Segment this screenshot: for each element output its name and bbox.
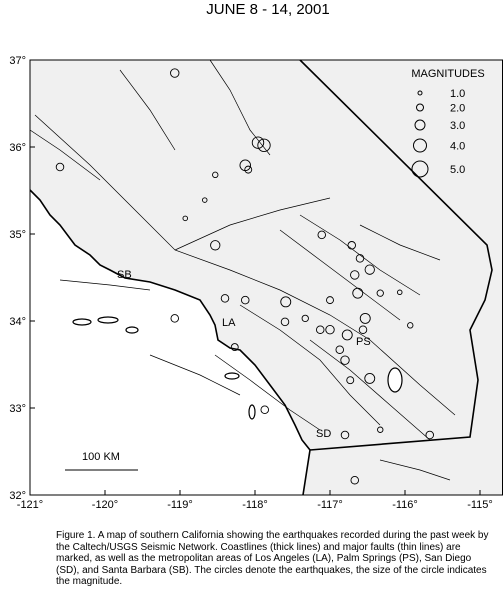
earthquake: [347, 241, 357, 250]
land: [30, 60, 502, 495]
earthquake: [260, 405, 270, 414]
earthquake: [170, 314, 179, 323]
x-tick-label: -119°: [167, 499, 193, 511]
earthquake: [340, 430, 350, 440]
x-tick-label: -117°: [317, 499, 343, 511]
earthquake: [425, 430, 435, 440]
x-tick-label: -116°: [392, 499, 418, 511]
earthquake: [55, 162, 65, 172]
city-label: SB: [117, 269, 132, 281]
earthquake: [350, 475, 360, 485]
faults: [29, 59, 456, 481]
y-tick-label: 35°: [9, 229, 26, 241]
x-tick-label: -115°: [467, 499, 493, 511]
legend-label: 1.0: [450, 88, 465, 100]
earthquake: [201, 197, 208, 203]
y-tick-label: 33°: [9, 403, 26, 415]
legend-circle: [417, 90, 423, 96]
islands: [72, 316, 403, 420]
city-label: LA: [222, 317, 236, 329]
legend-circle: [413, 138, 427, 153]
y-tick-label: 34°: [9, 316, 26, 328]
earthquake: [280, 296, 292, 308]
earthquake: [257, 138, 271, 152]
city-label: SD: [316, 428, 331, 440]
earthquake: [341, 329, 353, 341]
earthquake: [350, 270, 360, 280]
earthquake: [170, 68, 180, 78]
earthquake: [407, 322, 414, 329]
city-label: PS: [356, 336, 371, 348]
legend-label: 4.0: [450, 141, 465, 153]
earthquake: [280, 317, 290, 327]
map-frame: [29, 59, 503, 496]
earthquake: [326, 296, 334, 305]
caption: Figure 1. A map of southern California s…: [56, 530, 489, 587]
earthquake: [352, 287, 364, 299]
earthquake: [182, 215, 188, 222]
x-tick-label: -121°: [17, 499, 43, 511]
earthquake: [210, 240, 221, 251]
coastline: [29, 189, 311, 496]
legend-circle: [411, 160, 429, 178]
earthquake: [220, 294, 230, 303]
y-tick-label: 37°: [9, 55, 26, 67]
earthquake: [364, 264, 375, 275]
earthquake: [364, 372, 376, 384]
earthquake: [340, 355, 350, 365]
earthquake: [230, 343, 239, 352]
earthquake: [316, 325, 325, 334]
earthquake: [376, 289, 384, 297]
legend-label: 3.0: [450, 120, 465, 132]
earthquake: [359, 312, 371, 324]
earthquake: [377, 426, 384, 433]
x-tick-label: -120°: [92, 499, 118, 511]
earthquake: [346, 376, 355, 385]
legend-title: MAGNITUDES: [411, 68, 484, 80]
y-tick-label: 32°: [9, 490, 26, 502]
legend-circle: [414, 119, 426, 131]
legend-circle: [416, 103, 424, 112]
earthquake: [317, 230, 327, 240]
earthquake: [325, 325, 335, 335]
earthquake: [212, 171, 219, 179]
earthquake: [251, 136, 265, 149]
map-title: JUNE 8 - 14, 2001: [206, 1, 329, 18]
y-tick-label: 36°: [9, 142, 26, 154]
earthquake: [335, 345, 345, 354]
scale-bar-label: 100 KM: [82, 451, 120, 463]
earthquake: [244, 165, 253, 174]
earthquake: [240, 295, 250, 305]
earthquake: [301, 314, 309, 323]
legend-label: 5.0: [450, 164, 465, 176]
earthquake: [397, 289, 403, 296]
earthquake: [358, 325, 368, 334]
legend-label: 2.0: [450, 103, 465, 115]
x-tick-label: -118°: [242, 499, 268, 511]
map: JUNE 8 - 14, 2001 SB LA PS SD 100 KM MAG…: [9, 1, 503, 511]
state-border: [299, 59, 493, 451]
earthquake: [355, 254, 365, 263]
